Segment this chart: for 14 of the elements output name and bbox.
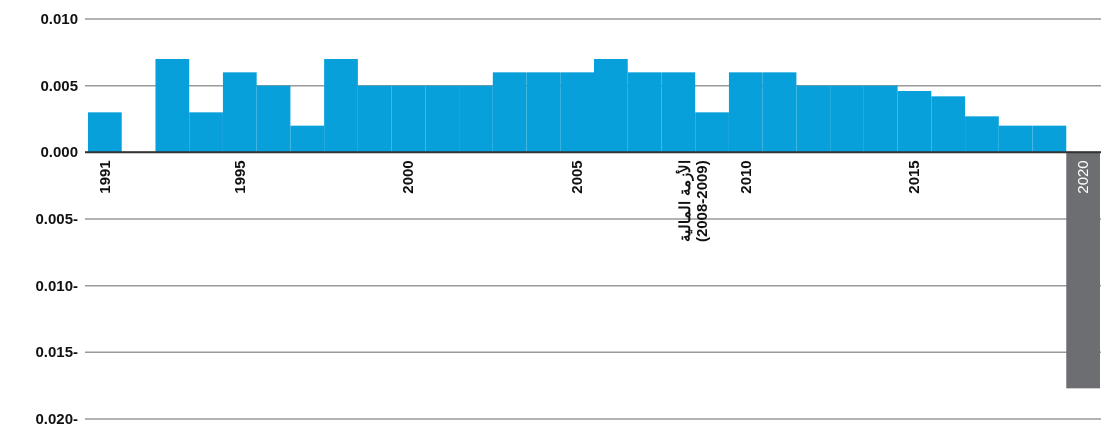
x-tick-label: 2015: [905, 160, 923, 194]
y-tick-label: 0.010: [40, 10, 78, 27]
y-tick-label: 0.020-: [35, 410, 78, 427]
x-tick-label: 1995: [230, 160, 248, 194]
y-tick-label: 0.000: [40, 143, 78, 161]
y-tick-label: 0.005: [40, 76, 78, 94]
x-tick-label: 2020: [1074, 160, 1092, 194]
y-tick-label: 0.015-: [35, 343, 78, 361]
x-tick-label: 2000: [399, 160, 417, 194]
x-tick-label: 1991: [95, 160, 113, 194]
x-tick-label: 2010: [736, 160, 754, 194]
y-tick-label: 0.010-: [35, 276, 78, 294]
y-tick-label: 0.005-: [35, 210, 78, 227]
x-tick-label: 2005: [568, 160, 586, 194]
